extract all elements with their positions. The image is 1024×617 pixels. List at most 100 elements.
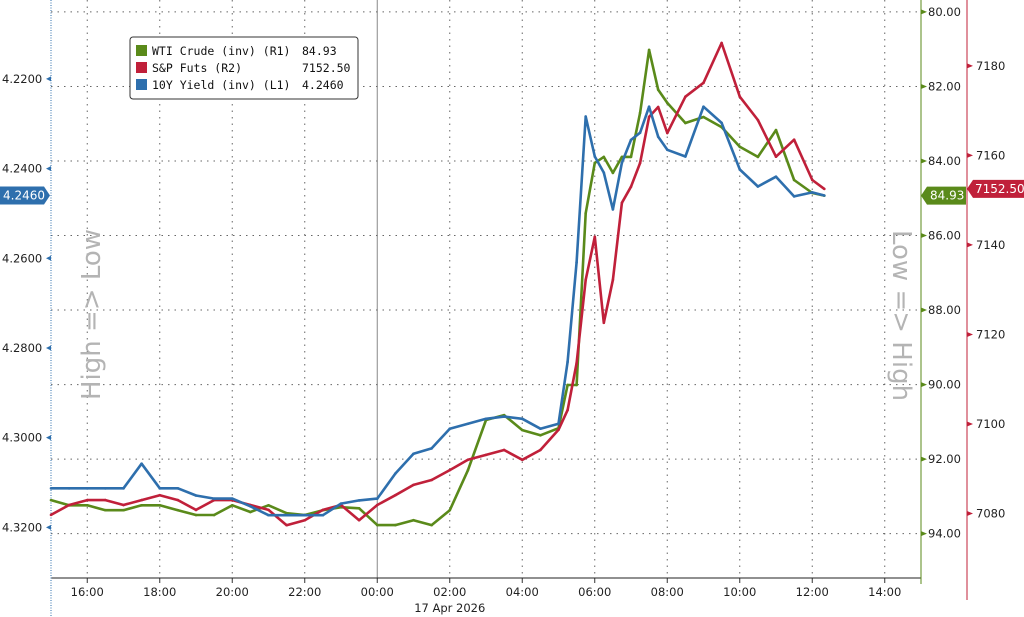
data-point-l1 xyxy=(593,155,597,158)
r1-tick-label: 90.00 xyxy=(928,378,961,392)
data-point-l1 xyxy=(267,513,270,517)
x-tick-label: 14:00 xyxy=(868,585,901,599)
data-point-r1 xyxy=(140,504,143,507)
data-point-r2 xyxy=(611,278,615,282)
data-point-r2 xyxy=(430,478,433,482)
data-point-l1 xyxy=(575,261,578,264)
legend-label: WTI Crude (inv) (R1) xyxy=(152,44,290,58)
data-point-r1 xyxy=(85,504,89,507)
r2-tick-label: 7120 xyxy=(976,327,1005,341)
x-tick-label: 12:00 xyxy=(796,585,829,599)
x-tick-label: 02:00 xyxy=(433,585,466,599)
data-point-l1 xyxy=(104,487,107,490)
legend-swatch xyxy=(136,79,147,90)
data-point-r2 xyxy=(702,81,705,85)
r1-tick-label: 82.00 xyxy=(928,79,961,93)
data-point-l1 xyxy=(466,422,470,426)
left-tick-marker xyxy=(46,435,51,441)
data-point-l1 xyxy=(394,472,397,475)
data-point-r1 xyxy=(394,523,397,527)
data-point-r1 xyxy=(176,508,180,512)
data-point-r1 xyxy=(230,504,234,507)
data-point-r1 xyxy=(702,115,705,119)
data-point-r2 xyxy=(774,155,778,159)
data-point-l1 xyxy=(656,135,660,139)
data-point-r2 xyxy=(620,201,624,205)
data-point-r1 xyxy=(49,498,53,502)
data-point-l1 xyxy=(194,494,198,497)
x-date-label: 17 Apr 2026 xyxy=(414,601,485,615)
data-point-r2 xyxy=(85,498,89,502)
data-point-r2 xyxy=(575,361,578,365)
data-point-r1 xyxy=(267,504,270,507)
data-point-r2 xyxy=(738,95,742,99)
data-point-l1 xyxy=(176,487,180,490)
r1-tick-marker xyxy=(921,456,927,462)
r2-tick-label: 7100 xyxy=(976,417,1005,431)
data-point-r2 xyxy=(321,508,325,512)
data-point-l1 xyxy=(375,497,379,500)
data-point-r1 xyxy=(575,383,578,387)
data-point-r1 xyxy=(684,121,687,125)
data-point-r2 xyxy=(412,483,415,487)
left-tick-label: 4.3000 xyxy=(2,431,42,445)
data-point-l1 xyxy=(212,497,216,500)
series-line-r2 xyxy=(50,41,826,527)
legend-value: 7152.50 xyxy=(302,61,351,75)
data-point-r1 xyxy=(158,504,162,507)
r2-tick-label: 7180 xyxy=(976,59,1005,73)
data-point-l1 xyxy=(738,168,742,171)
data-point-l1 xyxy=(602,171,606,174)
data-point-r2 xyxy=(303,518,307,522)
left-tick-marker xyxy=(46,255,51,261)
data-point-r1 xyxy=(212,513,216,517)
data-point-l1 xyxy=(285,513,288,517)
left-tick-label: 4.2200 xyxy=(2,72,42,86)
data-point-r1 xyxy=(375,523,379,527)
series-line-l1 xyxy=(51,105,825,517)
data-point-l1 xyxy=(647,105,651,109)
data-point-r1 xyxy=(593,161,597,165)
grid xyxy=(51,0,921,578)
data-point-r1 xyxy=(629,155,633,159)
legend-value: 84.93 xyxy=(302,44,337,58)
data-point-r2 xyxy=(656,105,660,109)
r1-tick-marker xyxy=(921,158,927,164)
series-lines xyxy=(49,41,826,527)
data-point-r2 xyxy=(176,498,180,502)
data-point-l1 xyxy=(774,175,778,178)
data-point-r2 xyxy=(756,118,760,122)
x-tick-label: 06:00 xyxy=(578,585,611,599)
data-point-l1 xyxy=(756,185,760,188)
data-point-l1 xyxy=(303,513,307,517)
r1-tick-label: 84.00 xyxy=(928,154,961,168)
data-point-r1 xyxy=(194,513,198,517)
left-tick-marker xyxy=(46,166,51,172)
data-point-l1 xyxy=(792,195,796,198)
data-point-r1 xyxy=(602,155,606,159)
x-tick-label: 16:00 xyxy=(71,585,104,599)
x-tick-label: 20:00 xyxy=(216,585,249,599)
r2-tick-label: 7160 xyxy=(976,148,1005,162)
left-tick-label: 4.2400 xyxy=(2,162,42,176)
data-point-r2 xyxy=(539,448,542,452)
series-line-r1 xyxy=(50,48,825,527)
data-point-l1 xyxy=(539,427,542,430)
data-point-r2 xyxy=(647,115,651,119)
x-tick-label: 04:00 xyxy=(506,585,539,599)
r2-tick-marker xyxy=(967,331,973,337)
data-point-r1 xyxy=(738,145,742,149)
right-axis-title: Low => High xyxy=(886,230,916,401)
data-point-l1 xyxy=(430,447,433,450)
data-point-r2 xyxy=(285,523,288,527)
data-point-r1 xyxy=(122,508,125,512)
data-point-r1 xyxy=(566,383,569,387)
data-point-r1 xyxy=(430,523,433,527)
data-point-l1 xyxy=(629,138,633,142)
r1-tick-label: 80.00 xyxy=(928,5,961,19)
left-tick-marker xyxy=(46,524,51,530)
x-tick-label: 08:00 xyxy=(651,585,684,599)
data-point-r1 xyxy=(638,111,642,115)
left-value-tag xyxy=(0,186,50,205)
